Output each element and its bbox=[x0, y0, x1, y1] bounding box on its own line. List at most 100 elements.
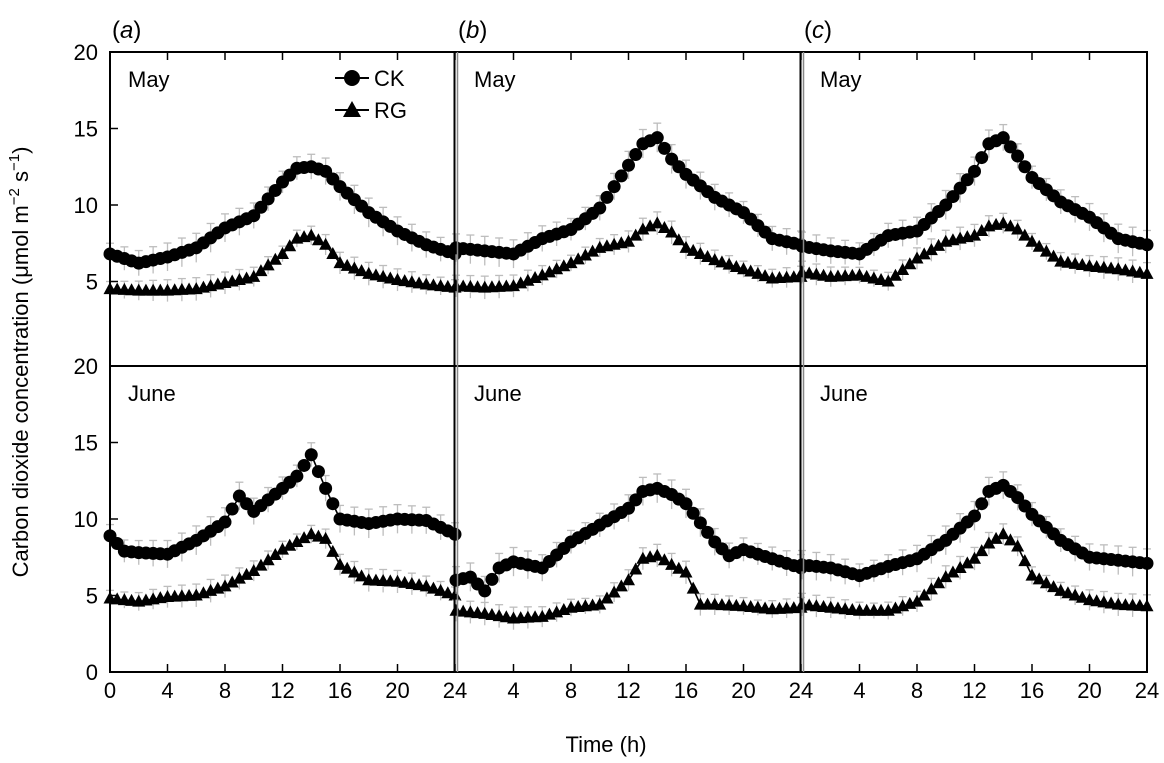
x-axis: 0 4 8 12 16 20 24 4 8 12 16 20 24 4 8 12 16 20 24 bbox=[104, 52, 1159, 703]
panel-month-label: May bbox=[474, 67, 516, 92]
rg-point bbox=[629, 562, 643, 575]
panel-month-label: May bbox=[820, 67, 862, 92]
ck-point bbox=[1003, 140, 1017, 154]
rg-point bbox=[946, 565, 960, 578]
rg-point bbox=[261, 258, 275, 271]
y-axis-title-sup1: −2 bbox=[6, 188, 23, 205]
rg-point bbox=[333, 557, 347, 570]
rg-point bbox=[1018, 554, 1032, 567]
rg-point bbox=[968, 228, 981, 241]
rg-point bbox=[1003, 219, 1017, 232]
ck-point bbox=[326, 497, 340, 511]
ck-point bbox=[629, 148, 643, 162]
ck-point bbox=[311, 465, 325, 479]
rg-point bbox=[715, 255, 729, 268]
rg-point bbox=[917, 247, 931, 260]
rg-point bbox=[593, 597, 607, 610]
x-tick-label: 16 bbox=[674, 678, 698, 703]
ck-point bbox=[1018, 160, 1032, 174]
rg-point bbox=[996, 527, 1010, 540]
x-tick-label: 24 bbox=[789, 678, 813, 703]
rg-point bbox=[1054, 583, 1068, 596]
series-ck bbox=[795, 471, 1154, 588]
x-tick-label: 16 bbox=[328, 678, 352, 703]
x-tick-label: 4 bbox=[161, 678, 173, 703]
rg-point bbox=[218, 579, 232, 592]
rg-point bbox=[729, 259, 743, 272]
rg-point bbox=[276, 542, 289, 555]
rg-point bbox=[686, 581, 700, 594]
rg-point bbox=[319, 237, 333, 250]
x-tick-label: 8 bbox=[565, 678, 577, 703]
rg-point bbox=[326, 246, 340, 259]
panel-month-label: June bbox=[474, 381, 522, 406]
legend-rg-marker bbox=[343, 101, 361, 117]
rg-point bbox=[571, 252, 585, 265]
series-ck bbox=[449, 473, 808, 606]
rg-point bbox=[737, 262, 750, 275]
x-tick-label: 12 bbox=[270, 678, 294, 703]
rg-point bbox=[665, 557, 679, 570]
rg-point bbox=[982, 536, 996, 549]
ck-point bbox=[1011, 149, 1025, 163]
rg-point bbox=[283, 239, 297, 252]
panel-a-june: June bbox=[103, 381, 462, 611]
panel-c-may: May bbox=[795, 67, 1154, 291]
y-tick-label: 20 bbox=[74, 40, 98, 65]
series-rg bbox=[449, 543, 808, 630]
y-axis-title-main: Carbon dioxide concentration (μmol m bbox=[8, 205, 33, 577]
rg-point bbox=[326, 544, 340, 557]
x-tick-label: 12 bbox=[616, 678, 640, 703]
ck-point bbox=[657, 141, 671, 155]
rg-point bbox=[1025, 568, 1039, 581]
rg-point bbox=[261, 553, 275, 566]
ck-point bbox=[290, 469, 304, 483]
rg-point bbox=[1047, 249, 1061, 262]
rg-point bbox=[542, 265, 556, 278]
y-axis-title-sup2: −1 bbox=[6, 154, 23, 171]
rg-point bbox=[989, 531, 1003, 544]
series-line bbox=[109, 453, 456, 556]
rg-point bbox=[996, 216, 1010, 229]
panels: May May May June June June bbox=[103, 67, 1154, 630]
ck-point bbox=[996, 131, 1010, 145]
rg-point bbox=[600, 591, 614, 604]
rg-point bbox=[340, 561, 354, 574]
rg-point bbox=[247, 564, 261, 577]
rg-point bbox=[578, 248, 592, 261]
rg-point bbox=[622, 234, 635, 247]
series-ck bbox=[103, 442, 462, 568]
rg-point bbox=[693, 246, 707, 259]
rg-point bbox=[657, 220, 671, 233]
rg-point bbox=[910, 251, 924, 264]
x-tick-label: 20 bbox=[731, 678, 755, 703]
y-axis-title-post: ) bbox=[8, 147, 33, 154]
rg-point bbox=[924, 243, 938, 256]
rg-point bbox=[283, 538, 297, 551]
rg-point bbox=[650, 216, 664, 229]
rg-point bbox=[636, 222, 650, 235]
rg-point bbox=[643, 219, 657, 232]
rg-point bbox=[679, 565, 693, 578]
rg-point bbox=[924, 582, 938, 595]
series-rg bbox=[103, 225, 462, 302]
ck-point bbox=[319, 481, 333, 495]
rg-point bbox=[657, 553, 671, 566]
rg-point bbox=[240, 567, 254, 580]
rg-point bbox=[355, 569, 369, 582]
y-tick-label: 20 bbox=[74, 354, 98, 379]
y-tick-label: 15 bbox=[74, 117, 98, 142]
x-tick-label: 8 bbox=[219, 678, 231, 703]
legend-ck-label: CK bbox=[374, 66, 405, 91]
y-tick-label: 15 bbox=[74, 431, 98, 456]
y-tick-label: 5 bbox=[86, 270, 98, 295]
rg-point bbox=[932, 238, 946, 251]
ck-point bbox=[693, 516, 707, 530]
rg-point bbox=[881, 274, 895, 287]
rg-point bbox=[232, 571, 246, 584]
legend-ck-marker bbox=[344, 70, 360, 86]
rg-point bbox=[441, 586, 455, 599]
rg-point bbox=[276, 246, 289, 259]
ck-point bbox=[975, 151, 989, 165]
